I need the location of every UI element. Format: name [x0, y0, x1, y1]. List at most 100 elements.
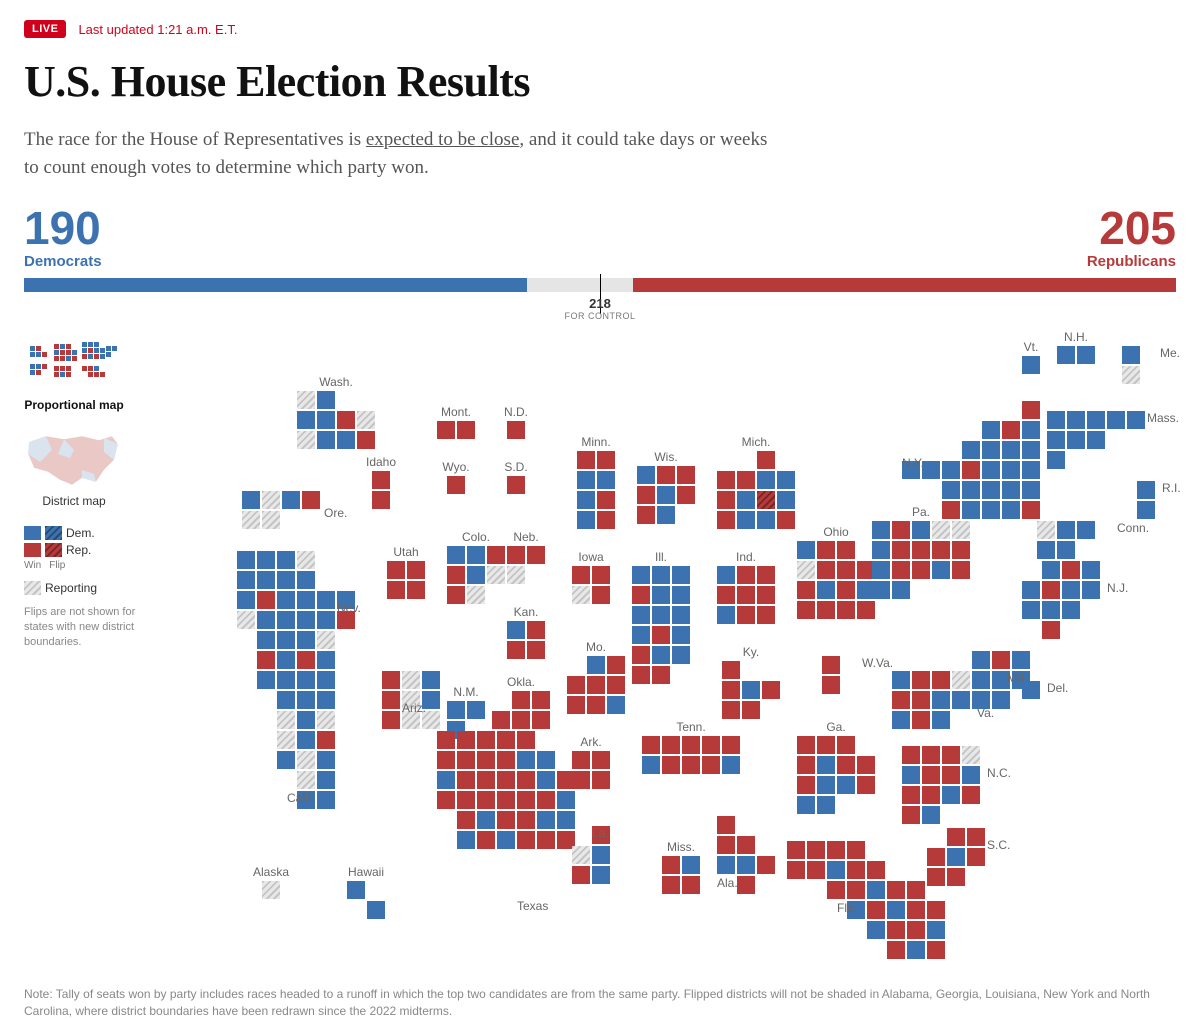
district-cell[interactable]	[517, 731, 535, 749]
district-cell[interactable]	[1047, 411, 1065, 429]
district-cell[interactable]	[982, 421, 1000, 439]
district-cell[interactable]	[1077, 521, 1095, 539]
district-cell[interactable]	[317, 391, 335, 409]
district-cell[interactable]	[722, 661, 740, 679]
district-cell[interactable]	[587, 696, 605, 714]
district-cell[interactable]	[662, 876, 680, 894]
district-cell[interactable]	[902, 766, 920, 784]
district-cell[interactable]	[277, 691, 295, 709]
district-cell[interactable]	[297, 671, 315, 689]
district-cell[interactable]	[1087, 431, 1105, 449]
district-cell[interactable]	[817, 581, 835, 599]
district-cell[interactable]	[872, 581, 890, 599]
district-cell[interactable]	[567, 676, 585, 694]
district-cell[interactable]	[1042, 581, 1060, 599]
district-cell[interactable]	[297, 591, 315, 609]
district-cell[interactable]	[257, 611, 275, 629]
district-cell[interactable]	[817, 756, 835, 774]
district-cell[interactable]	[922, 461, 940, 479]
district-cell[interactable]	[722, 756, 740, 774]
district-cell[interactable]	[662, 856, 680, 874]
district-cell[interactable]	[337, 431, 355, 449]
district-cell[interactable]	[1137, 481, 1155, 499]
district-cell[interactable]	[467, 586, 485, 604]
district-cell[interactable]	[497, 751, 515, 769]
district-cell[interactable]	[1127, 411, 1145, 429]
district-cell[interactable]	[447, 701, 465, 719]
district-cell[interactable]	[757, 566, 775, 584]
district-cell[interactable]	[277, 551, 295, 569]
district-cell[interactable]	[1067, 431, 1085, 449]
district-cell[interactable]	[717, 511, 735, 529]
district-cell[interactable]	[982, 481, 1000, 499]
district-cell[interactable]	[737, 876, 755, 894]
district-cell[interactable]	[837, 756, 855, 774]
district-cell[interactable]	[597, 511, 615, 529]
district-cell[interactable]	[572, 751, 590, 769]
district-cell[interactable]	[317, 431, 335, 449]
district-cell[interactable]	[1047, 431, 1065, 449]
district-cell[interactable]	[922, 746, 940, 764]
district-cell[interactable]	[962, 786, 980, 804]
district-cell[interactable]	[592, 751, 610, 769]
district-cell[interactable]	[867, 901, 885, 919]
district-cell[interactable]	[497, 791, 515, 809]
district-cell[interactable]	[572, 846, 590, 864]
district-cell[interactable]	[1137, 501, 1155, 519]
district-cell[interactable]	[702, 756, 720, 774]
district-cell[interactable]	[907, 941, 925, 959]
district-cell[interactable]	[967, 848, 985, 866]
district-cell[interactable]	[672, 646, 690, 664]
district-cell[interactable]	[837, 601, 855, 619]
district-cell[interactable]	[702, 736, 720, 754]
district-cell[interactable]	[592, 846, 610, 864]
district-cell[interactable]	[992, 651, 1010, 669]
district-cell[interactable]	[382, 691, 400, 709]
district-cell[interactable]	[1042, 561, 1060, 579]
district-cell[interactable]	[1022, 441, 1040, 459]
district-cell[interactable]	[1002, 421, 1020, 439]
district-cell[interactable]	[952, 561, 970, 579]
district-cell[interactable]	[652, 666, 670, 684]
district-cell[interactable]	[717, 586, 735, 604]
district-cell[interactable]	[1057, 541, 1075, 559]
district-cell[interactable]	[317, 771, 335, 789]
district-cell[interactable]	[742, 681, 760, 699]
district-cell[interactable]	[477, 791, 495, 809]
district-cell[interactable]	[507, 421, 525, 439]
district-cell[interactable]	[1057, 346, 1075, 364]
district-cell[interactable]	[587, 676, 605, 694]
district-cell[interactable]	[237, 551, 255, 569]
district-cell[interactable]	[722, 736, 740, 754]
district-cell[interactable]	[297, 711, 315, 729]
district-cell[interactable]	[682, 876, 700, 894]
district-cell[interactable]	[437, 751, 455, 769]
district-cell[interactable]	[912, 691, 930, 709]
district-cell[interactable]	[457, 811, 475, 829]
district-cell[interactable]	[1022, 421, 1040, 439]
district-cell[interactable]	[1077, 346, 1095, 364]
district-cell[interactable]	[297, 391, 315, 409]
district-cell[interactable]	[632, 626, 650, 644]
district-cell[interactable]	[277, 631, 295, 649]
district-cell[interactable]	[492, 711, 510, 729]
district-cell[interactable]	[447, 566, 465, 584]
district-cell[interactable]	[827, 841, 845, 859]
district-cell[interactable]	[677, 466, 695, 484]
district-cell[interactable]	[827, 861, 845, 879]
district-cell[interactable]	[927, 941, 945, 959]
district-cell[interactable]	[317, 671, 335, 689]
district-cell[interactable]	[817, 736, 835, 754]
district-cell[interactable]	[447, 476, 465, 494]
district-cell[interactable]	[652, 606, 670, 624]
subhead-link[interactable]: expected to be close	[366, 129, 520, 150]
district-cell[interactable]	[372, 471, 390, 489]
district-cell[interactable]	[297, 431, 315, 449]
district-cell[interactable]	[907, 901, 925, 919]
district-cell[interactable]	[1082, 581, 1100, 599]
district-cell[interactable]	[387, 561, 405, 579]
district-cell[interactable]	[757, 856, 775, 874]
district-cell[interactable]	[1062, 581, 1080, 599]
district-cell[interactable]	[437, 421, 455, 439]
district-cell[interactable]	[972, 671, 990, 689]
